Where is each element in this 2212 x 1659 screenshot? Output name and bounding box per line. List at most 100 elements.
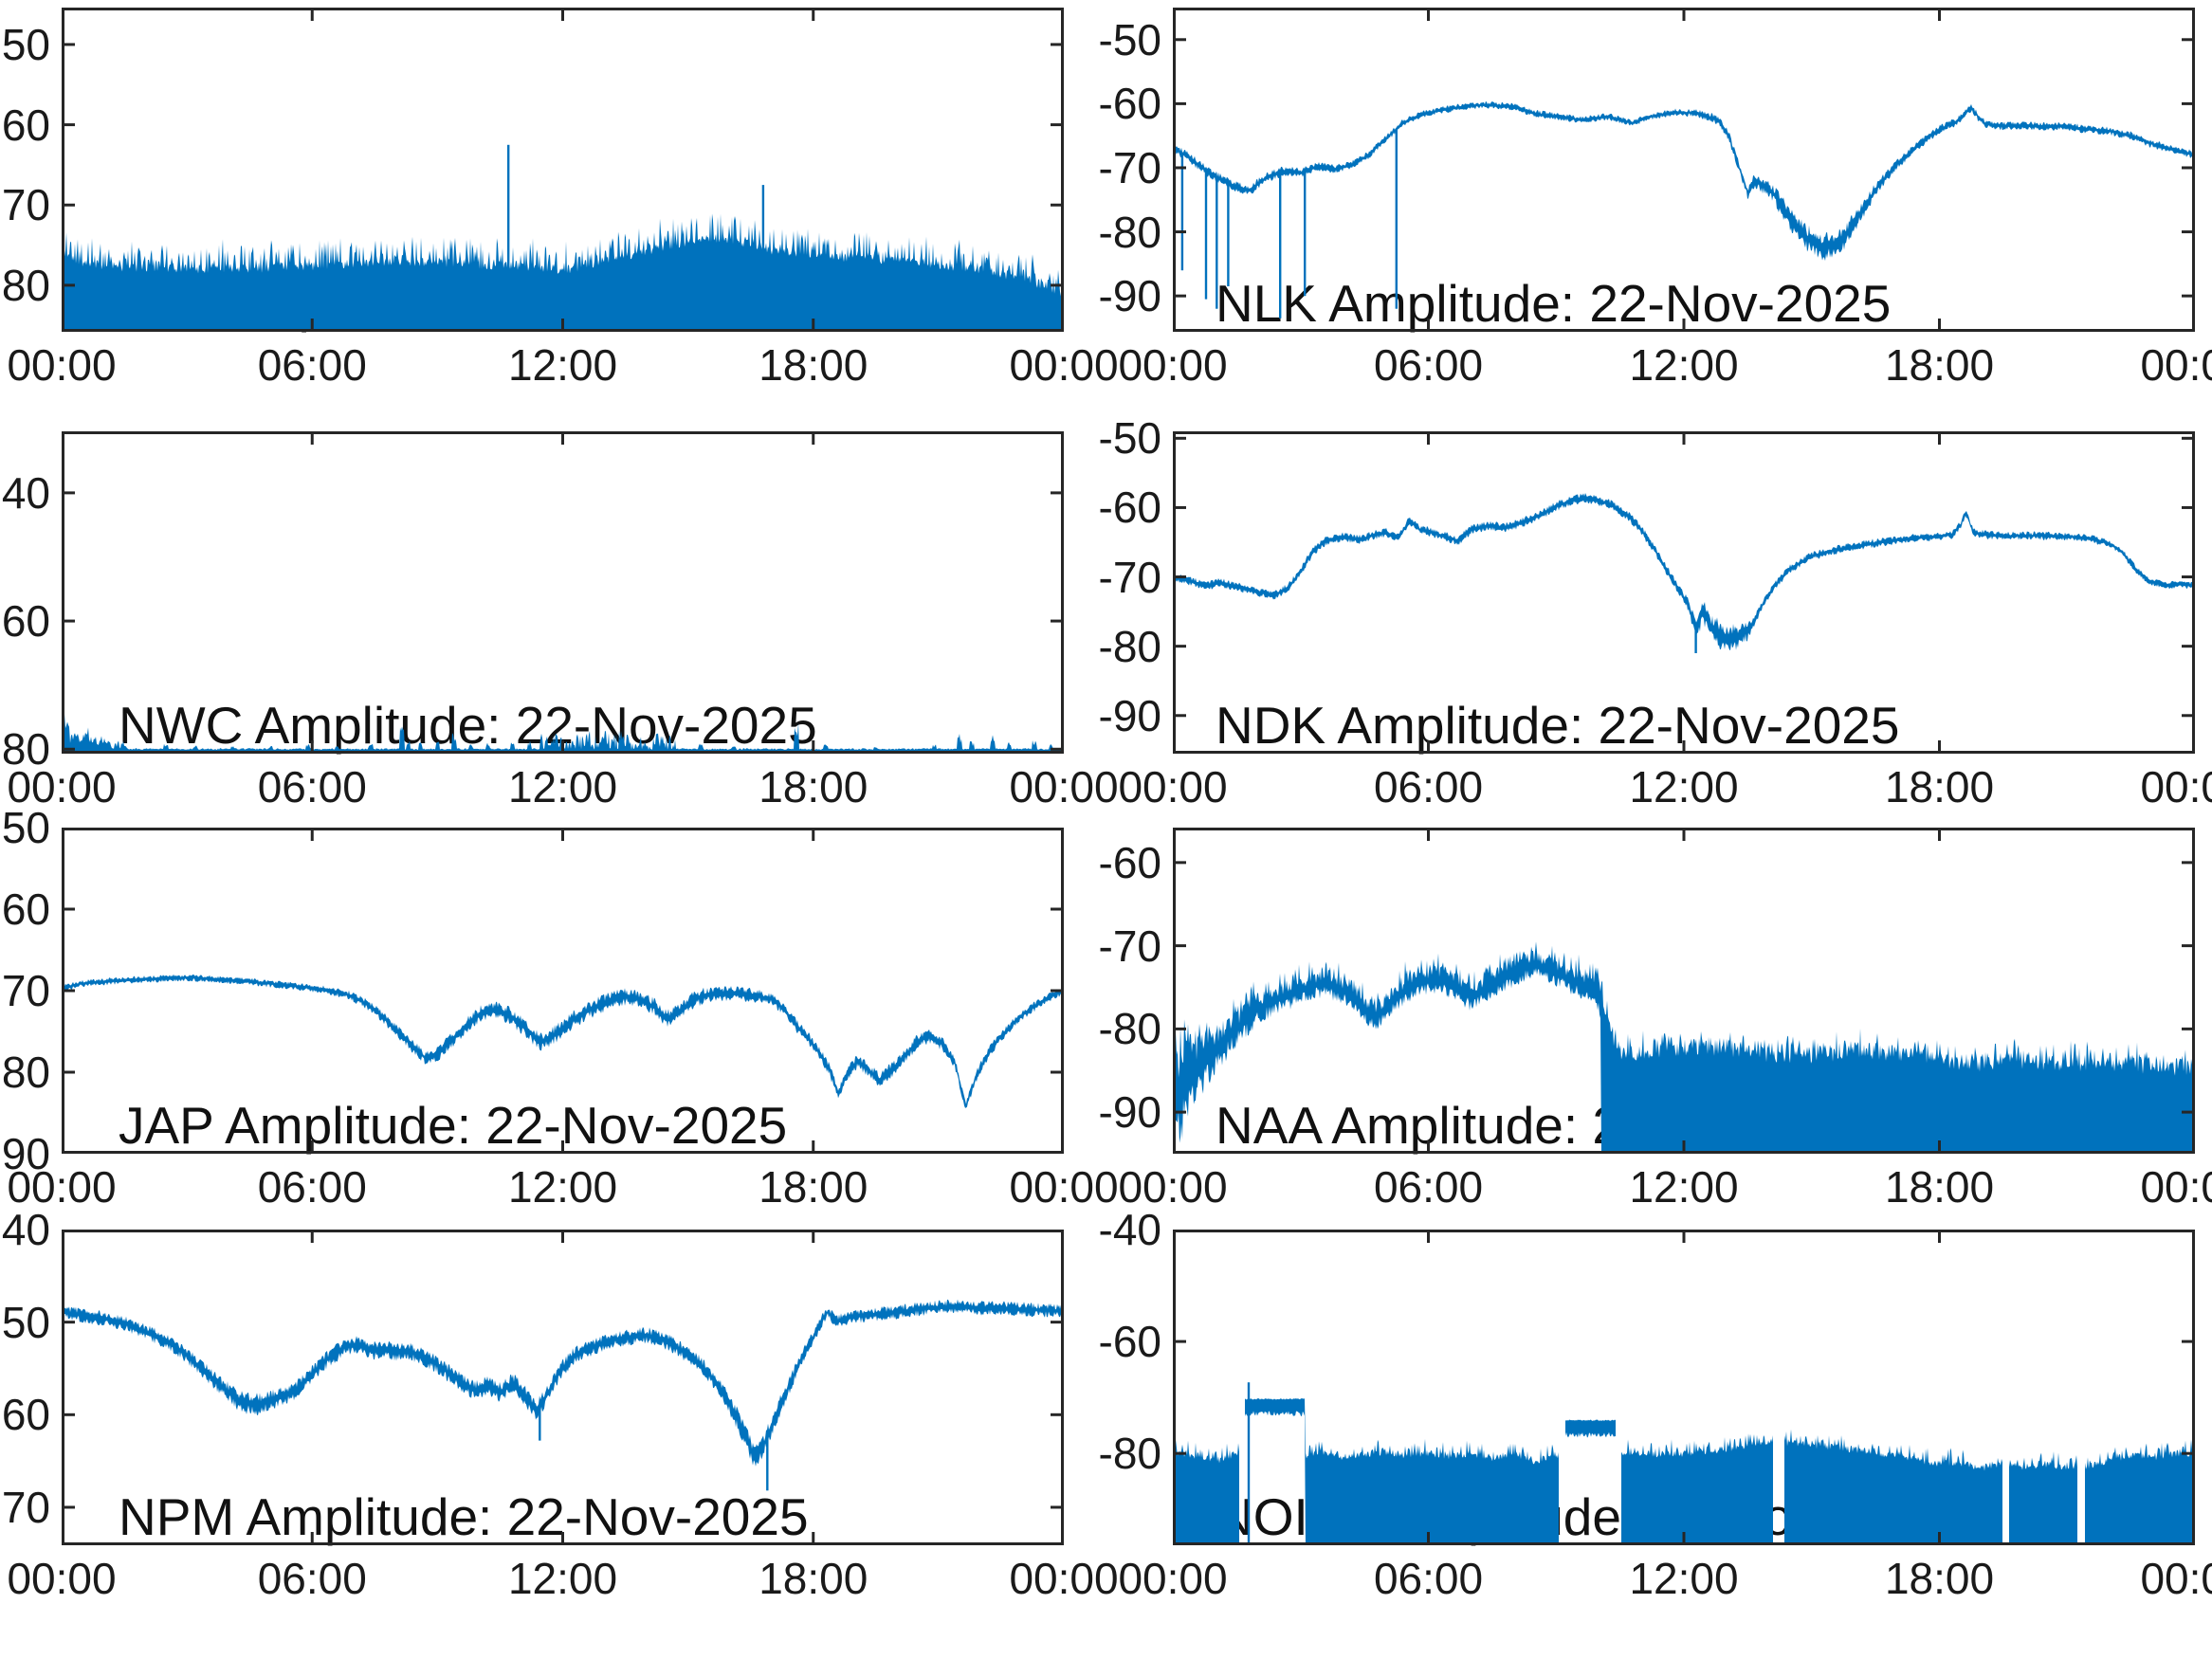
signal-spike [1247,1382,1251,1545]
subplot-title-nwc: NWC Amplitude: 22-Nov-2025 [119,696,817,755]
y-tick-label: 40 [1,467,50,518]
plot-canvas-ndk [1173,431,2195,754]
y-tick-label: -50 [1098,14,1161,64]
signal-trace [1621,1433,1773,1545]
signal-spike [1395,129,1398,309]
x-tick-label: 00:00 [1009,1162,1119,1212]
x-tick-label: 06:00 [1373,762,1484,811]
y-tick-label: -90 [1098,1087,1161,1138]
signal-trace [62,974,1064,1108]
signal-trace [1173,1439,1239,1545]
x-tick-label: 06:00 [257,1162,367,1212]
signal-trace [1565,1419,1616,1438]
x-tick-label: 00:00 [1118,1554,1228,1603]
plot-canvas-naa [1173,828,2195,1154]
axes-box-and-ticks [62,431,1064,754]
x-tick-label: 18:00 [1884,1162,1995,1212]
x-tick-label: 18:00 [1884,1554,1995,1603]
x-tick-label: 18:00 [1884,340,1995,390]
x-tick-label: 06:00 [257,340,367,390]
plot-canvas-nwc [62,431,1064,754]
y-tick-label: 80 [1,724,50,775]
signal-trace [1173,493,2195,650]
plot-canvas-ind [62,8,1064,332]
y-tick-label: -70 [1098,552,1161,602]
y-tick-label: -90 [1098,690,1161,740]
x-tick-label: 00:00 [1118,1162,1228,1212]
y-tick-label: -70 [1098,142,1161,192]
signal-trace [2085,1439,2195,1545]
x-tick-label: 12:00 [507,1162,618,1212]
signal-trace [62,213,1064,332]
y-tick-label: 60 [1,884,50,934]
subplot-title-nlk: NLK Amplitude: 22-Nov-2025 [1216,274,1892,333]
x-tick-label: 00:00 [7,762,117,811]
x-tick-label: 00:00 [1009,1554,1119,1603]
x-tick-label: 06:00 [257,1554,367,1603]
plot-canvas-noise [1173,1230,2195,1545]
x-tick-label: 00:00 [7,340,117,390]
signal-spike [1279,172,1282,319]
axes-box-and-ticks [1173,1230,2195,1545]
axes-box-and-ticks [62,1230,1064,1545]
y-tick-label: 90 [1,1129,50,1178]
x-tick-label: 12:00 [507,1554,618,1603]
axes-box-and-ticks [62,8,1064,332]
x-tick-label: 00:00 [1009,340,1119,390]
x-tick-label: 06:00 [1373,1554,1484,1603]
x-tick-label: 00:00 [2140,1162,2212,1212]
signal-trace [1784,1429,2002,1545]
y-tick-label: -60 [1098,1317,1161,1367]
x-tick-label: 00:00 [1118,762,1228,811]
y-tick-label: -80 [1098,1429,1161,1479]
y-tick-label: 70 [1,1482,50,1532]
x-tick-label: 12:00 [1629,762,1739,811]
signal-trace [1173,100,2195,262]
signal-spike [1216,176,1218,309]
x-tick-label: 00:00 [2140,762,2212,811]
x-tick-label: 06:00 [257,762,367,811]
x-tick-label: 00:00 [7,1162,117,1212]
y-tick-label: -60 [1098,79,1161,129]
y-tick-label: 50 [1,19,50,69]
x-tick-label: 18:00 [1884,762,1995,811]
y-tick-label: -60 [1098,483,1161,533]
x-tick-label: 00:00 [7,1554,117,1603]
plot-canvas-nlk [1173,8,2195,332]
subplot-title-jap: JAP Amplitude: 22-Nov-2025 [119,1096,788,1155]
y-tick-label: -80 [1098,621,1161,671]
signal-spike [1694,629,1697,653]
y-tick-label: -60 [1098,837,1161,887]
y-tick-label: -50 [1098,413,1161,464]
subplot-title-npm: NPM Amplitude: 22-Nov-2025 [119,1487,809,1546]
signal-spike [1227,183,1230,286]
y-tick-label: -80 [1098,207,1161,257]
x-tick-label: 12:00 [507,340,618,390]
signal-trace [2009,1451,2077,1545]
axes-box-and-ticks [1173,828,2195,1154]
signal-spike [761,185,765,332]
x-tick-label: 00:00 [1009,762,1119,811]
x-tick-label: 12:00 [507,762,618,811]
x-tick-label: 18:00 [759,762,868,811]
x-tick-label: 12:00 [1629,340,1739,390]
x-tick-label: 00:00 [2140,340,2212,390]
signal-spike [507,144,510,332]
plot-canvas-jap [62,828,1064,1154]
x-tick-label: 18:00 [759,1162,868,1212]
y-tick-label: 70 [1,180,50,230]
x-tick-label: 18:00 [759,1554,868,1603]
y-tick-label: 60 [1,596,50,647]
x-tick-label: 18:00 [759,340,868,390]
y-tick-label: 80 [1,260,50,310]
x-tick-label: 06:00 [1373,340,1484,390]
x-tick-label: 00:00 [1118,340,1228,390]
y-tick-label: -90 [1098,271,1161,321]
x-tick-label: 12:00 [1629,1162,1739,1212]
subplot-title-ndk: NDK Amplitude: 22-Nov-2025 [1216,696,1900,755]
x-tick-label: 06:00 [1373,1162,1484,1212]
signal-spike [766,1435,769,1491]
axes-box-and-ticks [62,828,1064,1154]
y-tick-label: 70 [1,966,50,1015]
